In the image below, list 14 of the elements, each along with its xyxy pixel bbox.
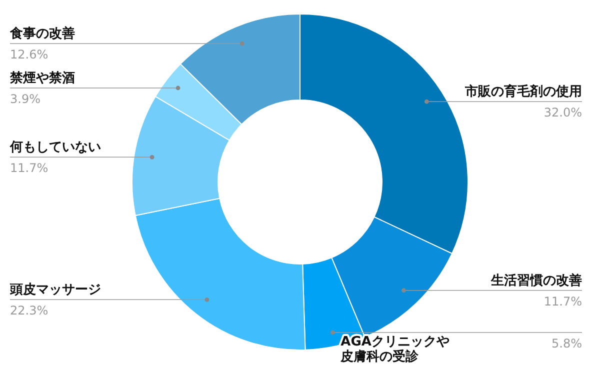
slice-label: 何もしていない	[9, 140, 101, 156]
data-label: 11.7%	[544, 294, 582, 308]
data-label: 22.3%	[10, 304, 48, 318]
slice-label: 市販の育毛剤の使用	[464, 84, 582, 100]
slice-label: 頭皮マッサージ	[9, 282, 101, 298]
data-label: 32.0%	[544, 106, 582, 120]
data-label: 5.8%	[552, 336, 582, 350]
slice-label: AGAクリニックや皮膚科の受診	[340, 334, 450, 364]
slice-label: 禁煙や禁酒	[9, 70, 75, 86]
slice-label: 生活習慣の改善	[490, 272, 582, 288]
data-label: 12.6%	[10, 48, 48, 62]
slice-label: 食事の改善	[9, 26, 75, 42]
data-label: 3.9%	[10, 92, 40, 106]
data-label: 11.7%	[10, 161, 48, 176]
